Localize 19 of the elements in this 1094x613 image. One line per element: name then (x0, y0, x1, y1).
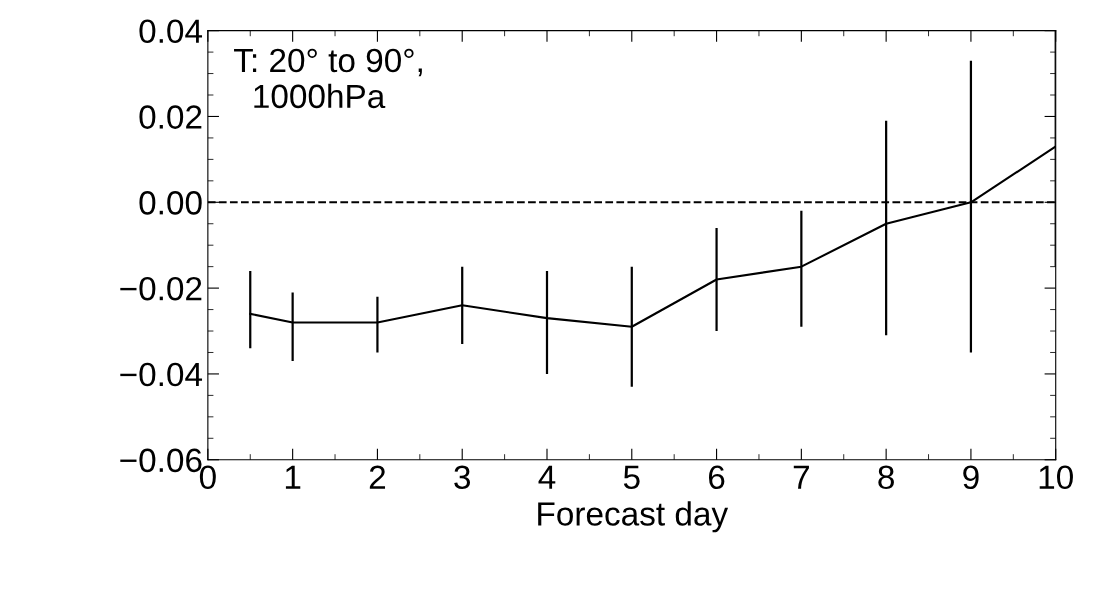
annotation: T: 20° to 90°, 1000hPa (234, 48, 422, 109)
x-tick-label: 6 (708, 465, 725, 490)
x-tick-label: 0 (199, 465, 216, 490)
x-tick-label: 1 (285, 465, 301, 489)
y-tick-label: −0.02 (120, 276, 202, 301)
y-tick-label: 0.00 (139, 191, 202, 215)
x-tick-label: 3 (454, 465, 471, 490)
y-tick-label: 0.02 (139, 105, 202, 129)
x-tick-label: 5 (623, 465, 640, 490)
x-tick-label: 7 (793, 465, 809, 489)
x-tick-label: 8 (878, 465, 894, 490)
x-tick-label: 4 (538, 465, 556, 489)
x-axis-title: Forecast day (538, 501, 729, 533)
y-tick-label: 0.04 (139, 19, 203, 44)
y-tick-label: −0.06 (120, 448, 202, 473)
x-tick-label: 9 (963, 465, 979, 490)
y-tick-label: −0.04 (120, 362, 203, 387)
x-tick-label: 2 (369, 465, 386, 489)
x-tick-label: 10 (1039, 465, 1073, 490)
